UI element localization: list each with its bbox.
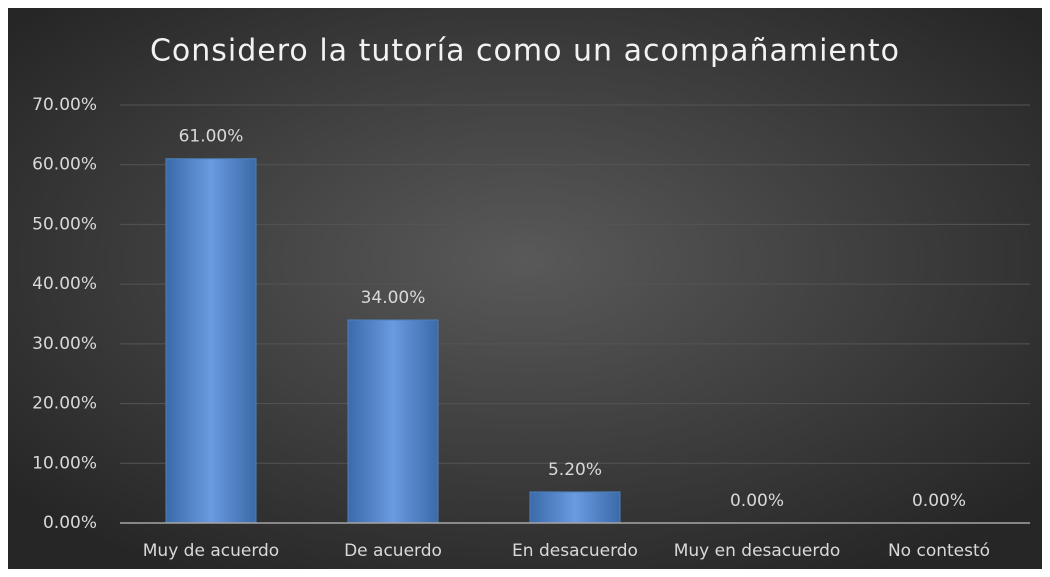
y-tick-label: 20.00% xyxy=(32,394,97,414)
y-tick-label: 0.00% xyxy=(43,513,97,533)
value-label: 0.00% xyxy=(912,491,966,511)
x-tick-label: No contestó xyxy=(888,541,990,561)
x-tick-label: De acuerdo xyxy=(344,541,442,561)
y-tick-label: 70.00% xyxy=(32,95,97,115)
value-label: 5.20% xyxy=(548,460,602,480)
chart-background xyxy=(8,8,1042,569)
y-tick-label: 10.00% xyxy=(32,453,97,473)
bar xyxy=(165,158,257,524)
y-tick-label: 60.00% xyxy=(32,155,97,175)
value-label: 34.00% xyxy=(361,288,426,308)
x-tick-label: Muy en desacuerdo xyxy=(674,541,841,561)
x-tick-label: En desacuerdo xyxy=(512,541,638,561)
chart-title: Considero la tutoría como un acompañamie… xyxy=(150,34,900,69)
bar xyxy=(347,319,439,524)
x-tick-label: Muy de acuerdo xyxy=(143,541,279,561)
y-tick-label: 50.00% xyxy=(32,214,97,234)
value-label: 61.00% xyxy=(179,127,244,147)
y-tick-label: 40.00% xyxy=(32,274,97,294)
value-label: 0.00% xyxy=(730,491,784,511)
y-tick-label: 30.00% xyxy=(32,334,97,354)
bar xyxy=(529,491,621,524)
